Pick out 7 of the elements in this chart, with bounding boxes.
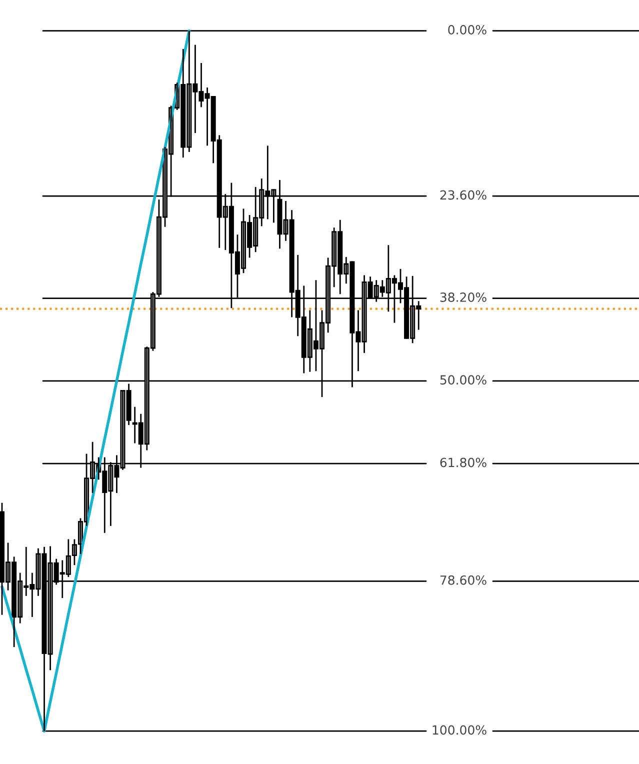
- y-tick-label: 0.00%: [448, 24, 486, 34]
- y-tick-label: 100.00%: [432, 725, 486, 735]
- y-tick-label: 23.60%: [440, 190, 486, 200]
- y-tick-label: 50.00%: [440, 375, 486, 385]
- y-tick-label: 61.80%: [440, 458, 486, 468]
- y-tick-label: 78.60%: [440, 575, 486, 585]
- y-tick-label: 38.20%: [440, 292, 486, 302]
